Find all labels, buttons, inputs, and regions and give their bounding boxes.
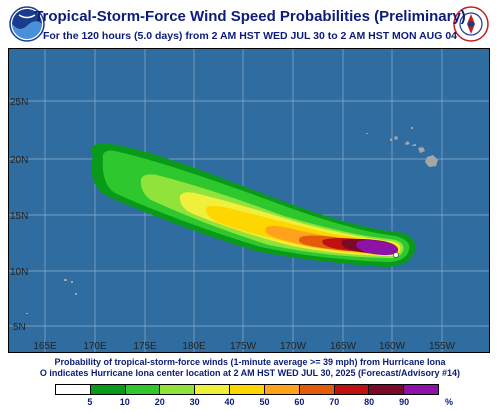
lon-label: 170E xyxy=(83,341,107,352)
hawaii-niihau xyxy=(390,138,392,141)
lon-label: 170W xyxy=(280,341,307,352)
lat-label: 5N xyxy=(13,322,26,333)
probability-band-90 xyxy=(356,239,399,255)
hawaii-kauai xyxy=(394,136,398,140)
islet xyxy=(411,127,413,129)
legend-label: 5 xyxy=(87,397,93,407)
islet xyxy=(71,281,73,283)
land xyxy=(26,127,438,314)
page-title: Tropical-Storm-Force Wind Speed Probabil… xyxy=(34,8,466,25)
lat-labels: 5N 10N 15N 20N 25N xyxy=(10,97,28,333)
nws-logo-icon xyxy=(453,6,489,42)
islet xyxy=(64,279,67,281)
hurricane-center-marker xyxy=(393,252,399,258)
lon-label: 165E xyxy=(33,341,57,352)
legend-label: 50 xyxy=(259,397,270,407)
islet xyxy=(26,313,28,314)
hawaii-oahu xyxy=(405,141,410,145)
legend-swatch xyxy=(334,385,370,394)
legend-swatch xyxy=(56,385,91,394)
lon-labels: 165E 170E 175E 180E 175W 170W 165W 160W … xyxy=(33,341,455,352)
legend-swatch xyxy=(90,385,126,394)
legend-label: 10 xyxy=(119,397,130,407)
legend-label: 20 xyxy=(154,397,165,407)
legend-swatch xyxy=(125,385,161,394)
legend-label: 60 xyxy=(294,397,305,407)
legend-label: 90 xyxy=(399,397,410,407)
caption-line-2: O indicates Hurricane Iona center locati… xyxy=(39,368,461,378)
probability-swath xyxy=(90,143,416,267)
lon-label: 175E xyxy=(133,341,157,352)
legend-swatch xyxy=(404,385,438,394)
page-subtitle: For the 120 hours (5.0 days) from 2 AM H… xyxy=(42,30,458,42)
legend-label: 70 xyxy=(329,397,340,407)
noaa-logo-icon xyxy=(9,6,45,42)
probability-map: 165E 170E 175E 180E 175W 170W 165W 160W … xyxy=(8,48,490,353)
hawaii-big-island xyxy=(425,155,438,167)
legend-swatch xyxy=(160,385,196,394)
lon-label: 155W xyxy=(429,341,456,352)
lon-label: 180E xyxy=(182,341,206,352)
legend-swatch xyxy=(195,385,231,394)
lon-label: 165W xyxy=(330,341,357,352)
legend-swatch xyxy=(264,385,300,394)
islet xyxy=(75,293,77,295)
legend-swatch xyxy=(299,385,335,394)
islet xyxy=(366,133,368,134)
legend-label: 80 xyxy=(364,397,375,407)
lon-label: 160W xyxy=(379,341,406,352)
legend-color-bar xyxy=(55,384,439,395)
legend-swatch xyxy=(369,385,405,394)
caption-line-1: Probability of tropical-storm-force wind… xyxy=(54,357,446,367)
legend-unit: % xyxy=(445,397,454,407)
lat-label: 20N xyxy=(10,155,28,166)
lat-label: 15N xyxy=(10,211,28,222)
legend-swatch xyxy=(230,385,265,394)
legend-label: 40 xyxy=(224,397,235,407)
legend-label: 30 xyxy=(189,397,200,407)
hawaii-molokai xyxy=(412,144,416,146)
probability-legend: 5 10 20 30 40 50 60 70 80 90 % xyxy=(55,382,475,408)
lat-label: 10N xyxy=(10,267,28,278)
hawaii-maui xyxy=(418,147,425,153)
map-canvas: 165E 170E 175E 180E 175W 170W 165W 160W … xyxy=(9,49,489,352)
lon-label: 175W xyxy=(230,341,257,352)
lat-label: 25N xyxy=(10,97,28,108)
